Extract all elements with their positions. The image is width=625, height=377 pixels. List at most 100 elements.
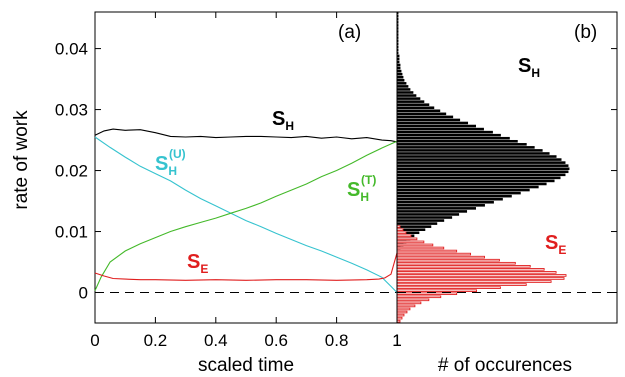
histogram-bar — [396, 155, 557, 158]
histogram-bar — [396, 316, 403, 320]
histogram-bar — [396, 75, 404, 79]
histogram-bar — [396, 310, 408, 314]
y-axis-title: rate of work — [11, 110, 32, 210]
histogram-bar — [396, 246, 445, 250]
panel-a: 00.010.020.030.040 0.2 0.4 0.6 0.8 1 SHSH(U)S… — [11, 11, 402, 376]
histogram-bar — [396, 69, 402, 73]
histogram-bar — [396, 200, 494, 204]
histogram-bar — [396, 234, 412, 238]
histogram-bar — [396, 301, 422, 305]
histogram-bar — [396, 207, 476, 210]
panel-a-axes: 0 0.01 0.02 0.03 0.04 0 0.2 0.4 0.6 0.8 1 — [55, 11, 402, 350]
histogram-bar — [396, 271, 557, 274]
histogram-bar — [396, 286, 501, 289]
histogram-bar — [396, 213, 460, 216]
histogram-bar — [396, 149, 543, 152]
histogram-bar — [396, 280, 552, 283]
histogram-bar — [396, 79, 405, 82]
histogram-bar — [396, 204, 485, 207]
histogram-bar — [396, 85, 409, 88]
histogram-bar — [396, 112, 447, 116]
histogram-bar — [396, 118, 461, 122]
y-tick-label: 0.04 — [55, 40, 88, 59]
histogram-bar — [396, 115, 454, 119]
series-label-b: SH — [518, 55, 540, 80]
histogram-bar — [396, 167, 570, 171]
histogram-bar — [396, 179, 555, 183]
histogram-bar — [396, 255, 485, 259]
series-label: SH — [272, 108, 294, 133]
histogram-bar — [396, 82, 407, 85]
histogram-bar — [396, 133, 501, 137]
y-tick-label: 0 — [79, 284, 88, 303]
panel-b-axes: 1 — [392, 11, 618, 350]
series-line — [94, 140, 398, 291]
histogram-bar — [396, 121, 469, 125]
panel-b-histograms — [396, 11, 570, 323]
histogram-bar — [396, 130, 493, 134]
x-tick-label: 0 — [90, 331, 99, 350]
histogram-bar — [396, 188, 530, 192]
panel-b: 1 SH SE (b) # of occurences — [392, 11, 618, 376]
y-tick-label: 0.02 — [55, 162, 88, 181]
histogram-bar — [396, 164, 569, 167]
histogram-bar — [396, 249, 458, 253]
histogram-bar — [396, 283, 527, 286]
histogram-bar — [396, 161, 566, 164]
histogram-bar — [396, 170, 569, 174]
histogram-bar — [396, 143, 527, 146]
histogram-bar — [396, 274, 567, 277]
histogram-bar — [396, 194, 512, 198]
series-line — [94, 136, 398, 293]
histogram-bar — [396, 304, 416, 308]
x-axis-title-b: # of occurences — [438, 355, 572, 376]
x-tick-label: 1 — [392, 331, 401, 350]
histogram-bar — [396, 261, 516, 265]
histogram-bar — [396, 264, 531, 268]
panel-a-series-labels: SH SH(U) SH(T) SE — [155, 108, 376, 276]
histogram-bar — [396, 94, 417, 97]
histogram-bar — [396, 72, 403, 76]
histogram-bar — [396, 124, 476, 128]
histogram-bar — [396, 225, 432, 228]
histogram-bar — [396, 268, 545, 271]
histogram-bar — [396, 298, 430, 302]
histogram-bar — [396, 91, 414, 94]
histogram-bar — [396, 243, 434, 247]
panel-a-series — [94, 128, 398, 293]
histogram-bar — [396, 237, 418, 241]
histogram-bar — [396, 185, 539, 189]
histogram-bar — [396, 136, 510, 140]
histogram-bar — [396, 106, 435, 110]
x-tick-label: 0.2 — [144, 331, 168, 350]
y-tick-label: 0.01 — [55, 223, 88, 242]
histogram-bar — [396, 313, 405, 317]
x-tick-label: 0.6 — [264, 331, 288, 350]
histogram-bar — [396, 307, 411, 311]
histogram-bar — [396, 231, 407, 235]
panel-a-label: (a) — [338, 22, 361, 43]
histogram-bar — [396, 216, 453, 219]
y-tick-label: 0.03 — [55, 101, 88, 120]
histogram-bar — [396, 252, 472, 256]
series-label-b: SE — [545, 232, 566, 257]
histogram-bar — [396, 292, 458, 296]
series-label: SE — [187, 251, 208, 276]
histogram-bar — [396, 152, 550, 155]
histogram-bar — [396, 258, 500, 262]
panel-b-series-labels: SH SE — [518, 55, 566, 257]
histogram-bar — [396, 103, 430, 106]
series-line — [94, 128, 398, 143]
histogram-bar — [396, 97, 421, 100]
histogram-bar — [396, 219, 445, 222]
histogram-bar — [396, 127, 484, 131]
histogram-bar — [396, 139, 518, 143]
histogram-bar — [396, 277, 565, 280]
histogram-bar — [396, 228, 404, 231]
x-axis-title: scaled time — [198, 355, 294, 376]
histogram-bar — [396, 146, 535, 149]
histogram-bar — [396, 240, 425, 244]
panel-b-frame — [396, 11, 618, 324]
panel-a-frame — [94, 11, 398, 324]
